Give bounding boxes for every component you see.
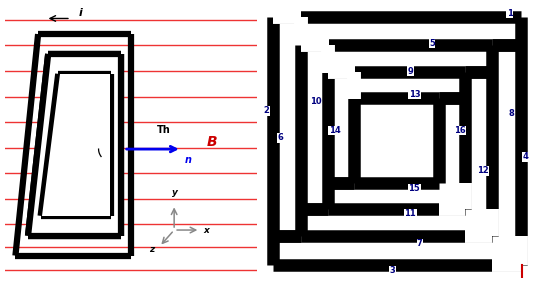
Text: 8: 8 xyxy=(509,109,515,118)
Text: 3: 3 xyxy=(390,266,396,275)
Text: x: x xyxy=(204,225,210,235)
Text: z: z xyxy=(149,245,154,254)
Text: 11: 11 xyxy=(404,209,416,218)
Text: 4: 4 xyxy=(523,153,528,162)
Text: 1: 1 xyxy=(507,9,513,18)
Text: Th: Th xyxy=(157,125,170,135)
Text: 15: 15 xyxy=(408,184,420,193)
Text: 16: 16 xyxy=(454,126,466,135)
Text: 2: 2 xyxy=(263,106,269,115)
Text: 5: 5 xyxy=(429,39,435,48)
Text: y: y xyxy=(173,188,178,197)
Text: 13: 13 xyxy=(408,90,420,99)
Polygon shape xyxy=(42,74,110,216)
Text: i: i xyxy=(79,8,83,18)
Text: 9: 9 xyxy=(407,67,413,76)
Text: 6: 6 xyxy=(277,133,283,142)
Polygon shape xyxy=(41,74,111,216)
Text: n: n xyxy=(184,155,191,165)
Text: 12: 12 xyxy=(477,166,488,175)
Text: 10: 10 xyxy=(310,97,322,106)
Text: 7: 7 xyxy=(417,239,423,248)
Polygon shape xyxy=(28,54,121,236)
Text: B: B xyxy=(206,135,217,149)
Polygon shape xyxy=(42,74,110,216)
Text: 14: 14 xyxy=(329,126,340,135)
